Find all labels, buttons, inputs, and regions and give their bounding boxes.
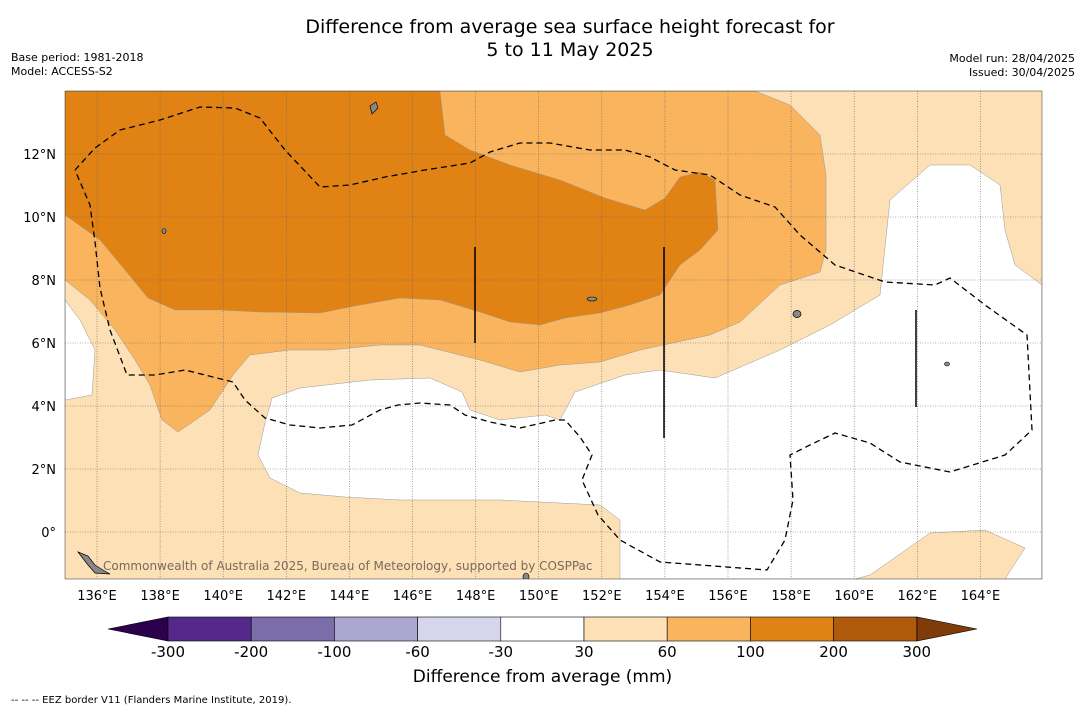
lon-label: 152°E — [582, 589, 622, 604]
title-line-2: 5 to 11 May 2025 — [486, 39, 654, 61]
colorbar-segment — [250, 616, 335, 642]
colorbar-tick-label: 60 — [657, 643, 677, 661]
colorbar-tick-label: -200 — [234, 643, 269, 661]
colorbar-segment — [500, 616, 585, 642]
colorbar-segment — [167, 616, 252, 642]
model-text: Model: ACCESS-S2 — [11, 65, 113, 78]
island-small-1 — [161, 228, 167, 234]
island-new-guinea — [76, 551, 111, 575]
eez-border-west — [74, 106, 1033, 571]
lon-label: 164°E — [961, 589, 1001, 604]
colorbar-under-arrow — [107, 616, 169, 642]
colorbar-tick-label: 200 — [819, 643, 848, 661]
lat-label: 2°N — [32, 463, 57, 478]
lat-label: 8°N — [32, 274, 57, 289]
colorbar-tick-label: 30 — [574, 643, 594, 661]
colorbar-tick-label: -300 — [150, 643, 186, 661]
lon-label: 158°E — [771, 589, 811, 604]
lon-label: 138°E — [140, 589, 180, 604]
island-chuuk — [586, 296, 598, 302]
colorbar-over-arrow — [916, 616, 978, 642]
lon-label: 136°E — [77, 589, 117, 604]
colorbar — [107, 616, 978, 642]
colorbar-tick-label: 300 — [902, 643, 932, 661]
island-guam — [369, 101, 379, 115]
colorbar-segment — [833, 616, 918, 642]
map-panel: Commonwealth of Australia 2025, Bureau o… — [65, 91, 1042, 579]
region-neutral-central — [257, 164, 1042, 579]
lon-label: 156°E — [708, 589, 748, 604]
island-small-2 — [522, 572, 530, 579]
lat-label: 0° — [41, 526, 56, 541]
colorbar-tick-label: -60 — [405, 643, 430, 661]
latitude-labels: 12°N 10°N 8°N 6°N 4°N 2°N 0° — [23, 148, 56, 541]
meta-left: Base period: 1981-2018 Model: ACCESS-S2 — [11, 51, 143, 79]
colorbar-segment — [417, 616, 502, 642]
colorbar-segment — [750, 616, 834, 642]
lon-label: 140°E — [203, 589, 243, 604]
base-period-text: Base period: 1981-2018 — [11, 51, 144, 64]
lon-label: 142°E — [267, 589, 307, 604]
grid-lines — [65, 91, 1042, 579]
region-neutral-west — [65, 299, 96, 401]
island-pohnpei — [792, 310, 802, 318]
colorbar-tick-label: -30 — [488, 643, 514, 661]
lon-label: 150°E — [519, 589, 559, 604]
colorbar-segment — [583, 616, 668, 642]
meta-right: Model run: 28/04/2025 Issued: 30/04/2025 — [949, 52, 1075, 80]
lat-label: 10°N — [23, 211, 56, 226]
lon-label: 148°E — [456, 589, 496, 604]
lon-label: 162°E — [898, 589, 938, 604]
island-kosrae — [944, 361, 950, 367]
region-100-200 — [65, 91, 719, 326]
model-run-text: Model run: 28/04/2025 — [949, 52, 1075, 65]
issued-text: Issued: 30/04/2025 — [968, 66, 1075, 79]
lat-label: 12°N — [23, 148, 56, 163]
colorbar-title: Difference from average (mm) — [412, 667, 673, 687]
credit-text: Commonwealth of Australia 2025, Bureau o… — [103, 559, 593, 573]
lon-label: 160°E — [834, 589, 874, 604]
lat-label: 6°N — [32, 337, 57, 352]
colorbar-segment — [666, 616, 751, 642]
colorbar-tick-label: 100 — [736, 643, 765, 661]
colorbar-tick-label: -100 — [317, 643, 352, 661]
colorbar-segment — [334, 616, 418, 642]
lon-label: 154°E — [645, 589, 685, 604]
lon-label: 146°E — [393, 589, 433, 604]
footnote: -- -- -- EEZ border V11 (Flanders Marine… — [11, 695, 292, 706]
lon-label: 144°E — [330, 589, 370, 604]
longitude-labels: 136°E 138°E 140°E 142°E 144°E 146°E 148°E 150°E… — [77, 589, 1000, 604]
map-frame — [64, 90, 1043, 580]
title-line-1: Difference from average sea surface heig… — [305, 16, 835, 38]
lat-label: 4°N — [32, 400, 57, 415]
